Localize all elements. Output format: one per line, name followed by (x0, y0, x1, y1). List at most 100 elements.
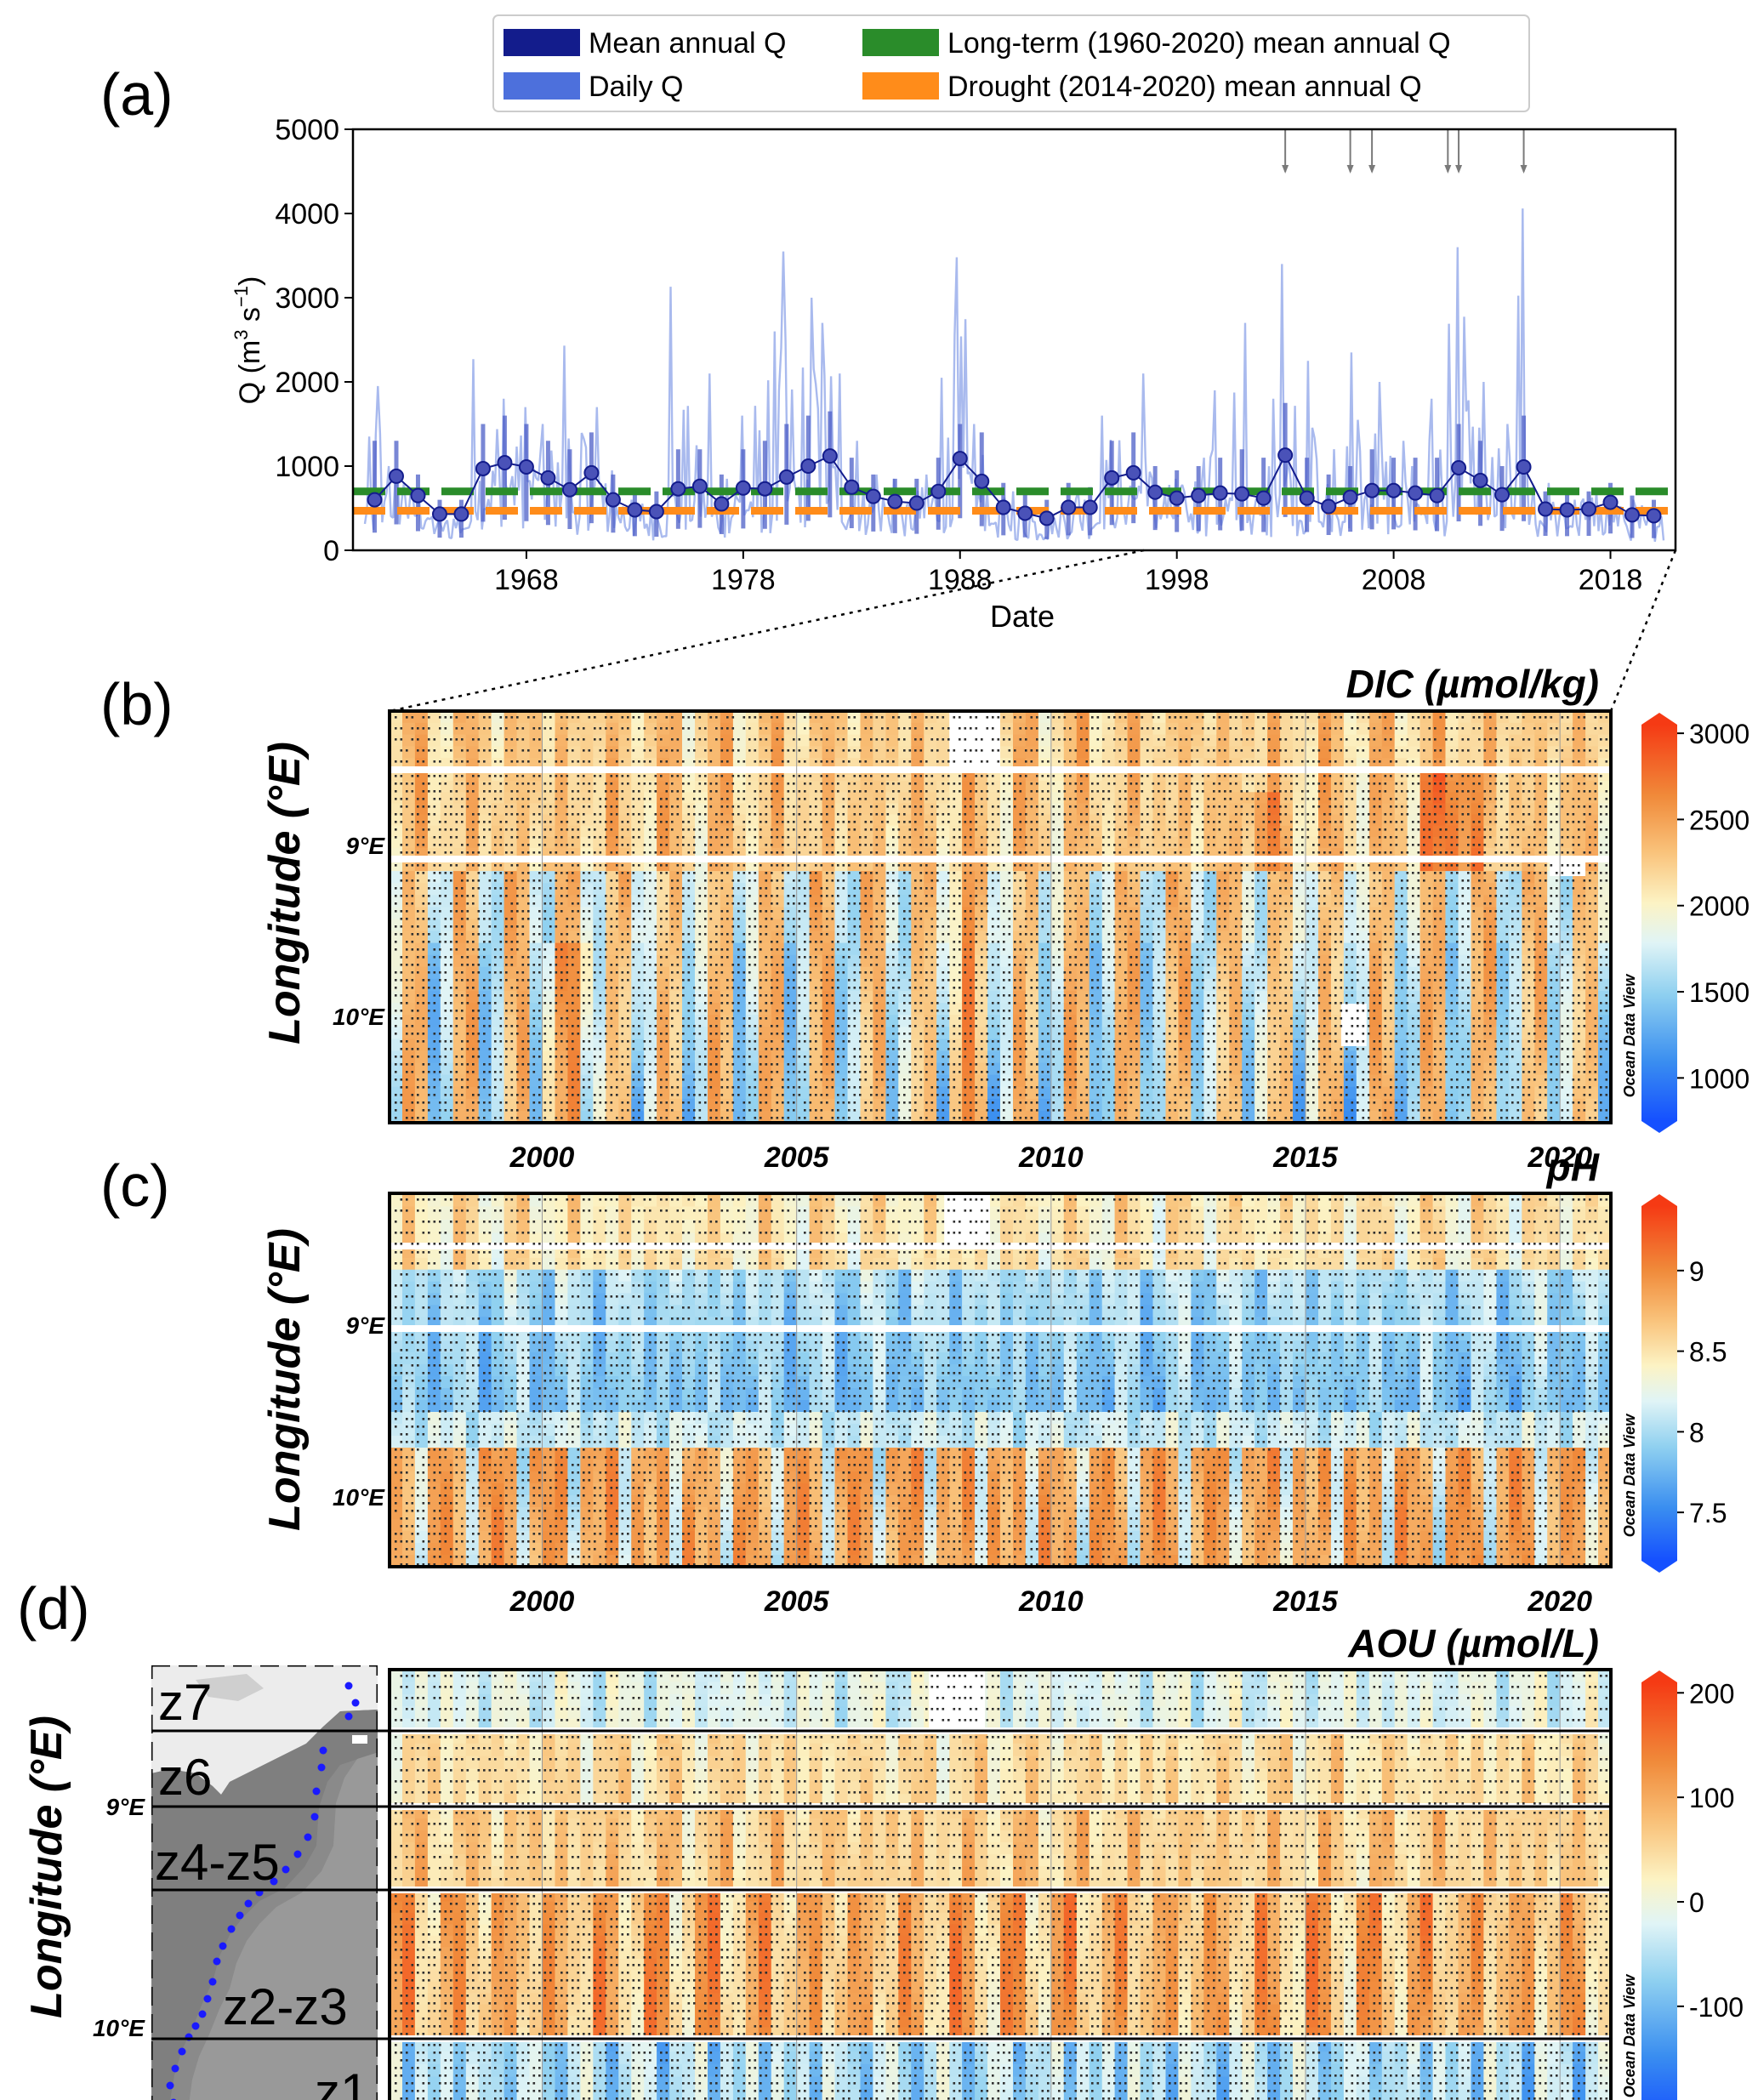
heatmap-cell (1318, 895, 1332, 908)
heatmap-cell (1458, 966, 1472, 980)
heatmap-cell (555, 1293, 569, 1306)
heatmap-cell (1368, 1281, 1383, 1295)
heatmap-cell (834, 722, 849, 736)
heatmap-cell (1280, 991, 1294, 1004)
heatmap-cell (1509, 930, 1523, 944)
heatmap-cell (745, 978, 760, 992)
heatmap-cell (911, 954, 925, 968)
heatmap-cell (1076, 966, 1090, 980)
heatmap-cell (414, 781, 429, 793)
heatmap-cell (644, 1003, 657, 1016)
heatmap-cell (529, 991, 543, 1004)
heatmap-cell (478, 966, 492, 980)
heatmap-cell (962, 1074, 976, 1088)
heatmap-cell (1000, 1257, 1014, 1271)
heatmap-cell (949, 1050, 963, 1064)
heatmap-cell (1216, 919, 1231, 932)
heatmap-cell (414, 930, 429, 944)
heatmap-cell (860, 907, 874, 920)
heatmap-cell (708, 734, 721, 748)
heatmap-cell (834, 781, 849, 793)
mean-annual-point (1212, 485, 1228, 501)
heatmap-cell (504, 883, 518, 896)
heatmap-cell (911, 1098, 925, 1112)
heatmap-cell (1050, 942, 1065, 956)
heatmap-cell (580, 1050, 595, 1064)
heatmap-cell (1509, 1003, 1523, 1016)
heatmap-cell (440, 1376, 454, 1389)
heatmap-cell (1280, 907, 1294, 920)
heatmap-cell (567, 1507, 582, 1520)
heatmap-cell (1356, 1098, 1370, 1112)
heatmap-cell (1101, 781, 1116, 793)
heatmap-cell (1267, 883, 1281, 896)
heatmap-cell (580, 895, 595, 908)
heatmap-cell (1280, 1110, 1294, 1123)
heatmap-cell (1509, 1305, 1523, 1317)
heatmap-cell (567, 1376, 582, 1389)
heatmap-cell (860, 1269, 874, 1283)
heatmap-cell (771, 825, 785, 838)
heatmap-cell (580, 1364, 595, 1377)
heatmap-cell (758, 781, 772, 793)
mean-annual-point (1277, 447, 1294, 464)
heatmap-cell (1025, 883, 1039, 896)
heatmap-cell (390, 954, 403, 968)
heatmap-cell (1343, 1281, 1357, 1295)
heatmap-cell (631, 1039, 645, 1052)
heatmap-cell (758, 746, 772, 759)
heatmap-cell (1101, 1015, 1116, 1028)
heatmap-cell (1203, 792, 1218, 805)
heatmap-cell (657, 814, 670, 827)
heatmap-cell (1038, 1050, 1052, 1064)
heatmap-cell (758, 734, 772, 748)
heatmap-cell (1445, 991, 1459, 1004)
y-tick-label: 5000 (275, 114, 339, 146)
heatmap-cell (924, 1281, 938, 1295)
heatmap-cell (1432, 836, 1447, 849)
heatmap-cell (529, 814, 543, 827)
heatmap-cell (452, 954, 467, 968)
heatmap-cell (796, 1269, 811, 1283)
heatmap-cell (1267, 1110, 1281, 1123)
heatmap-cell (1165, 978, 1180, 992)
heatmap-cell (555, 836, 569, 849)
heatmap-cell (885, 978, 900, 992)
heatmap-cell (1458, 1098, 1472, 1112)
heatmap-cell (1585, 1293, 1599, 1306)
heatmap-cell (682, 792, 696, 805)
heatmap-cell (1368, 991, 1383, 1004)
heatmap-cell (1509, 1074, 1523, 1088)
heatmap-cell (1152, 1281, 1167, 1295)
heatmap-cell (1471, 1086, 1485, 1100)
heatmap-cell (1509, 803, 1523, 816)
heatmap-cell (1280, 1269, 1294, 1283)
heatmap-cell (1560, 883, 1573, 896)
heatmap-cell (402, 1027, 416, 1040)
heatmap-cell (1242, 1220, 1255, 1234)
heatmap-cell (516, 711, 531, 724)
heatmap-cell (732, 942, 747, 956)
heatmap-cell (847, 1015, 862, 1028)
mean-annual-point (1125, 464, 1141, 481)
heatmap-cell (682, 746, 696, 759)
heatmap-cell (402, 1519, 416, 1532)
heatmap-cell (491, 1293, 505, 1306)
heatmap-cell (860, 1281, 874, 1295)
heatmap-cell (695, 895, 708, 908)
heatmap-cell (491, 1193, 505, 1208)
heatmap-cell (542, 942, 556, 956)
daily-q-line (363, 208, 1665, 542)
heatmap-cell (516, 803, 531, 816)
heatmap-cell (491, 1074, 505, 1088)
mean-annual-point (1624, 507, 1641, 523)
heatmap-cell (1013, 919, 1027, 932)
heatmap-cell (1445, 734, 1459, 748)
heatmap-cell (452, 1495, 467, 1508)
heatmap-cell (796, 1074, 811, 1088)
heatmap-cell (555, 954, 569, 968)
heatmap-cell (1407, 825, 1421, 838)
heatmap-cell (567, 954, 582, 968)
heatmap-cell (1585, 1086, 1599, 1100)
heatmap-cell (1076, 722, 1090, 736)
